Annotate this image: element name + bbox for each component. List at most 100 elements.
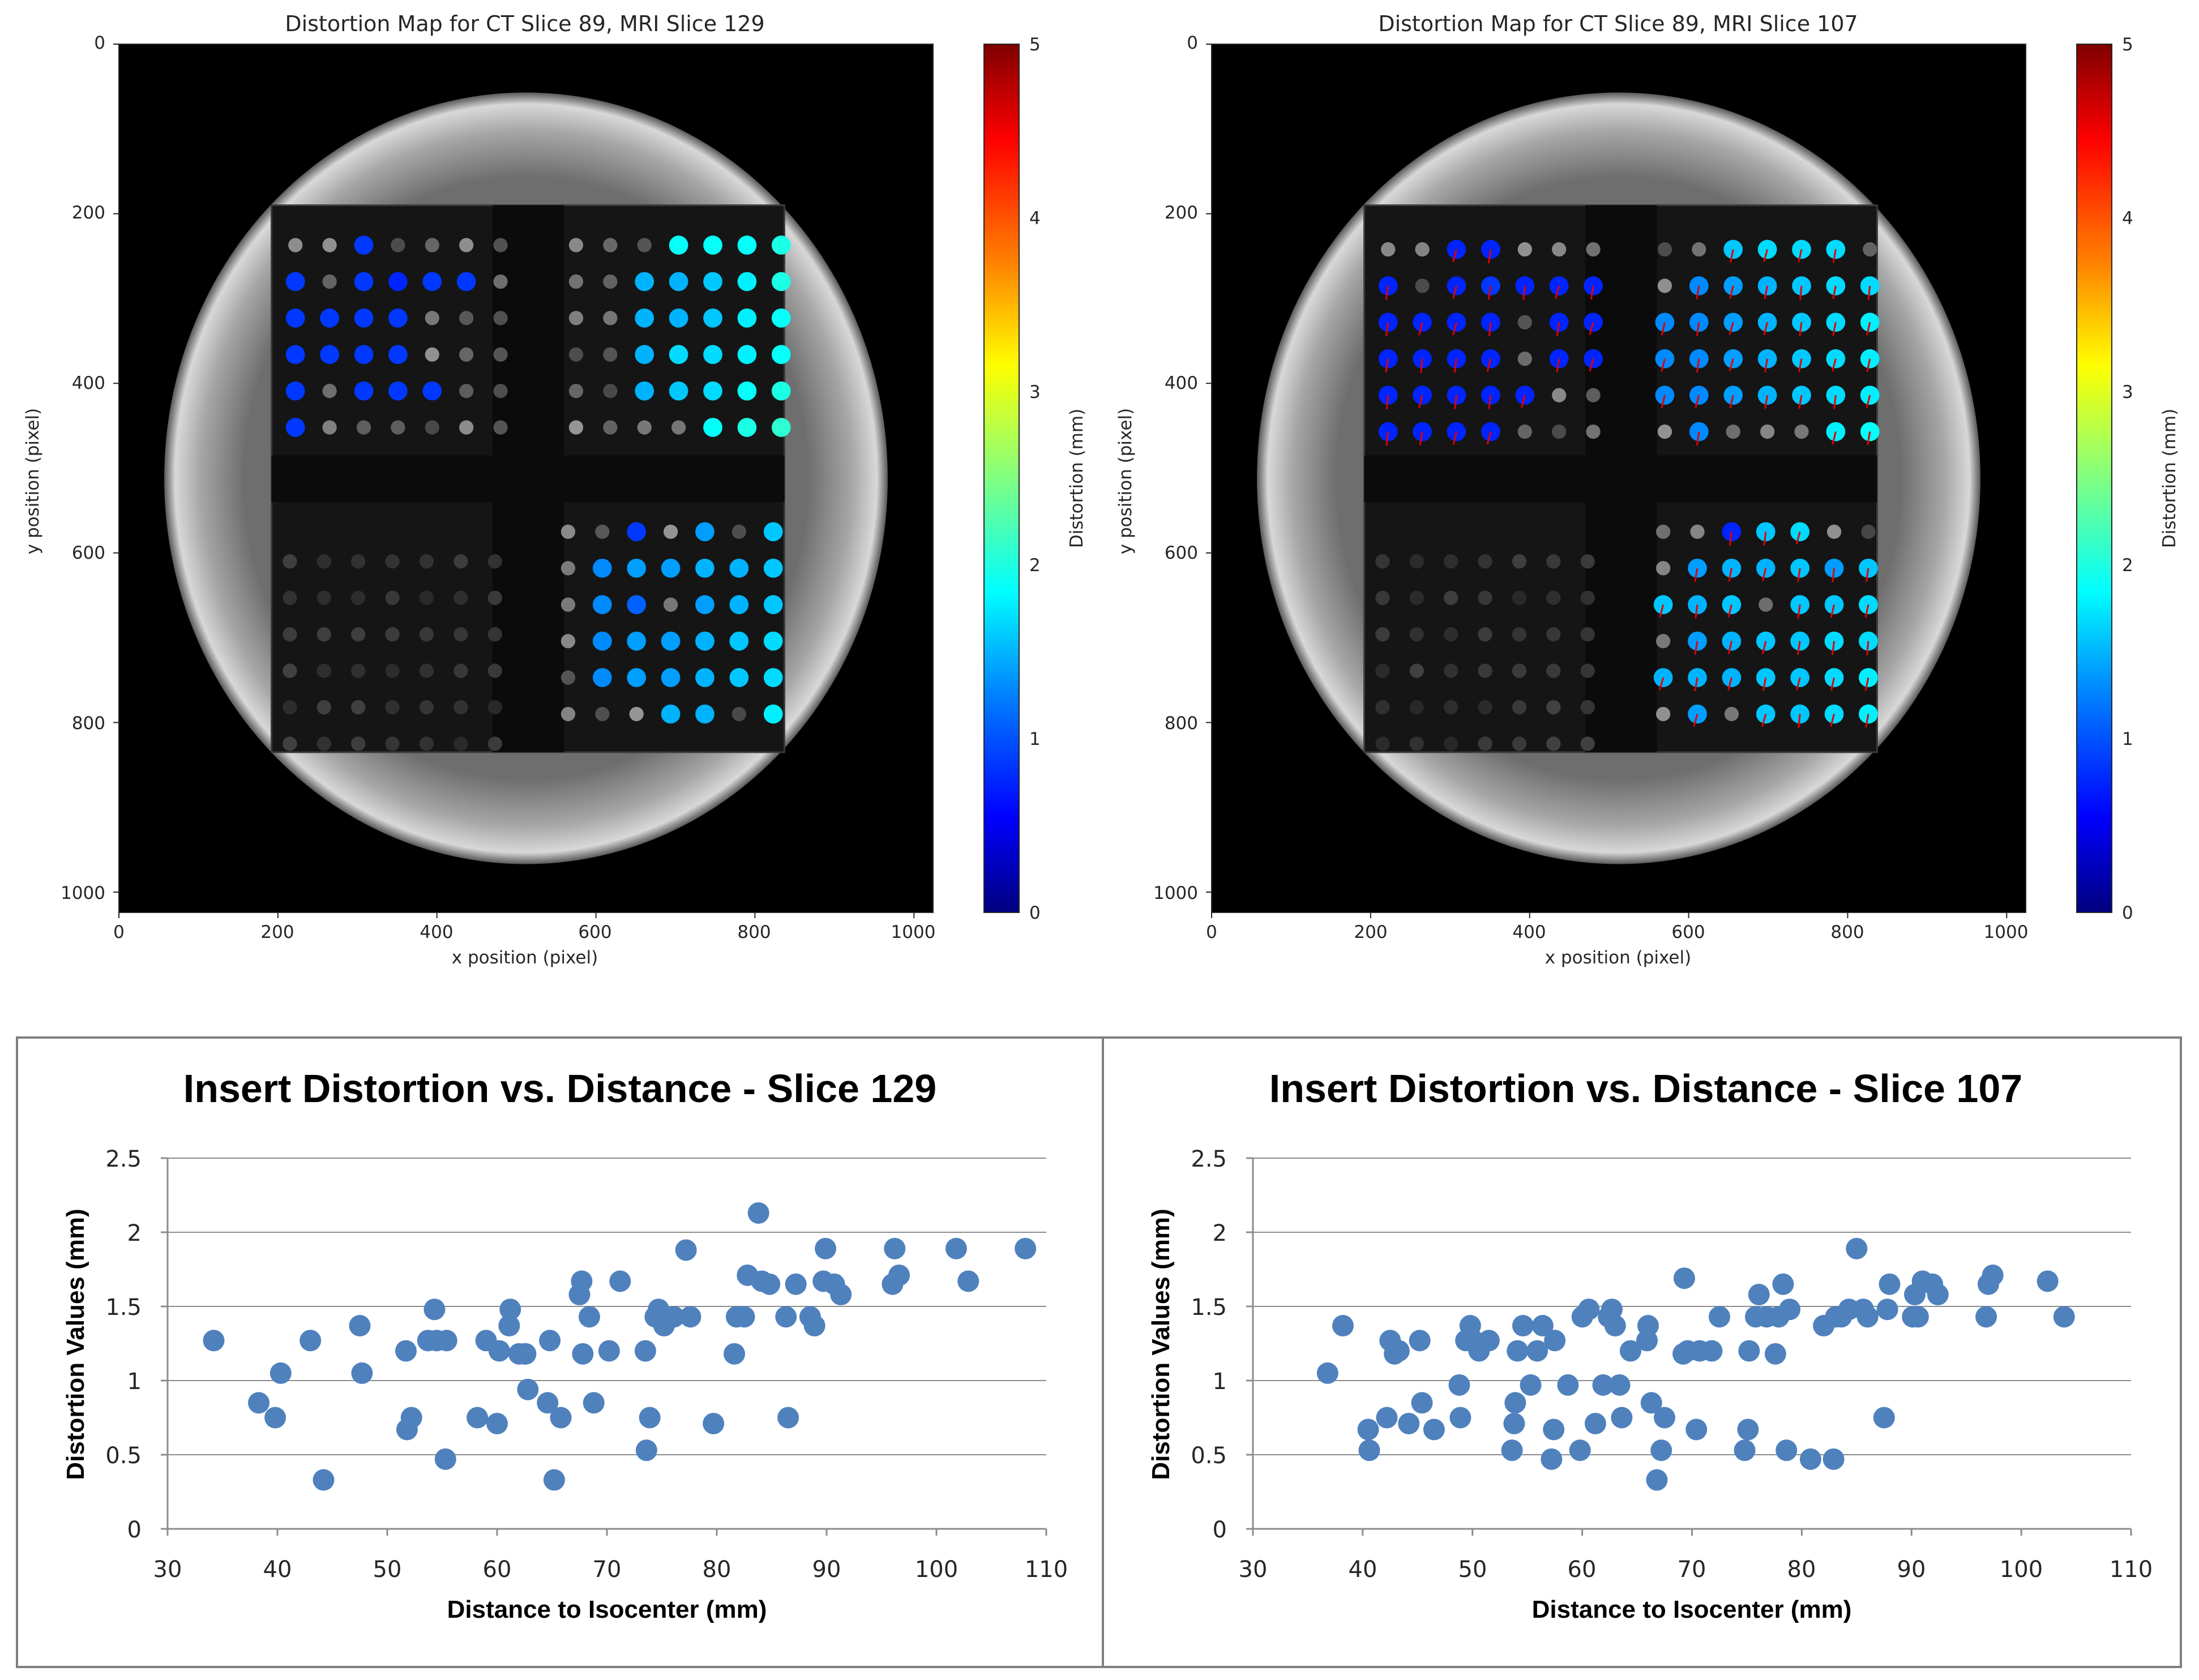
map-1-colorbar-tick: 5 [1029, 35, 1041, 55]
insert-hole [1656, 524, 1671, 539]
distortion-marker [763, 668, 783, 687]
insert-hole [731, 524, 746, 539]
data-point [663, 1306, 685, 1328]
data-point [1737, 1418, 1759, 1441]
distortion-marker [771, 308, 791, 328]
distortion-marker [354, 381, 374, 401]
insert-hole [322, 238, 337, 252]
map-2-x-tick-label: 400 [1512, 922, 1546, 942]
distortion-marker [771, 272, 791, 292]
distortion-vector [1590, 285, 1594, 300]
distortion-vector [1762, 677, 1767, 691]
distortion-marker [669, 308, 688, 328]
distortion-vector [1832, 358, 1837, 372]
distortion-marker [592, 631, 612, 651]
plate-divider-horizontal [1364, 455, 1877, 502]
map-1-colorbar-tick: 2 [1029, 555, 1041, 576]
scatter-1-x-tick-label: 70 [593, 1557, 622, 1583]
insert-hole [1381, 242, 1396, 257]
map-2-colorbar-tick: 4 [2122, 208, 2133, 229]
distortion-vector [1832, 568, 1836, 582]
insert-hole [316, 736, 331, 751]
insert-hole [419, 736, 434, 751]
insert-hole [1512, 736, 1527, 751]
distortion-vector [1659, 677, 1665, 691]
insert-hole [1517, 242, 1532, 257]
insert-hole [595, 706, 610, 722]
distortion-marker [703, 345, 722, 365]
map-axes-frame [118, 44, 934, 913]
insert-hole [283, 590, 297, 605]
data-point [1879, 1273, 1901, 1295]
distortion-vector [1385, 358, 1389, 373]
distortion-vector [1420, 358, 1423, 373]
insert-hole [1478, 663, 1492, 678]
map-1-colorbar-tick: 1 [1029, 729, 1041, 749]
data-point [1619, 1340, 1641, 1362]
insert-hole [1517, 315, 1532, 329]
distortion-marker [695, 595, 715, 615]
insert-hole [1409, 736, 1424, 751]
data-point [634, 1340, 656, 1362]
map-2-colorbar-label: Distortion (mm) [2159, 409, 2180, 548]
data-point [1531, 1315, 1554, 1337]
distortion-marker [592, 558, 612, 578]
insert-hole [1478, 736, 1492, 751]
insert-hole [283, 700, 297, 715]
insert-hole [419, 663, 434, 678]
insert-hole [1580, 663, 1595, 678]
insert-hole [316, 554, 331, 569]
insert-hole [1444, 736, 1458, 751]
insert-hole [316, 663, 331, 678]
insert-hole [351, 554, 366, 569]
distortion-marker [354, 308, 374, 328]
distortion-marker [669, 381, 688, 401]
distortion-vector [1729, 285, 1734, 299]
distortion-vector [1727, 641, 1732, 654]
insert-hole [385, 554, 400, 569]
insert-hole [322, 420, 337, 435]
data-point [1650, 1439, 1672, 1462]
distortion-marker [635, 308, 654, 328]
insert-hole [1760, 424, 1775, 439]
distortion-vector [1418, 395, 1423, 409]
distortion-vector [1661, 322, 1666, 336]
insert-hole [561, 561, 576, 576]
data-point [1708, 1306, 1730, 1328]
distortion-vector [1488, 395, 1492, 409]
data-point [313, 1469, 335, 1491]
map-1-x-axis-label: x position (pixel) [452, 948, 598, 968]
scatter-2-y-tick-label: 0.5 [1191, 1443, 1227, 1469]
map-2-colorbar-tick: 5 [2122, 35, 2133, 55]
distortion-vector [1452, 249, 1457, 263]
scatter-1-x-axis-label: Distance to Isocenter (mm) [447, 1596, 767, 1623]
data-point [498, 1315, 520, 1337]
distortion-marker [763, 704, 783, 724]
distortion-vector [1798, 714, 1801, 728]
scatter-2-title: Insert Distortion vs. Distance - Slice 1… [1269, 1066, 2022, 1111]
distortion-marker [661, 704, 681, 724]
scatter-2-y-tick-label: 1.5 [1191, 1295, 1227, 1321]
distortion-vector [1867, 431, 1871, 445]
insert-hole [385, 590, 400, 605]
scatter-2-x-tick-label: 70 [1678, 1557, 1706, 1583]
scatter-2-points [1316, 1237, 2075, 1491]
insert-hole [1546, 663, 1561, 678]
insert-hole [1517, 424, 1532, 439]
data-point [888, 1264, 910, 1286]
data-point [1557, 1374, 1579, 1396]
data-point [957, 1270, 979, 1292]
distortion-vector [1487, 249, 1492, 264]
distortion-marker [354, 272, 374, 292]
insert-hole [459, 384, 474, 398]
scatter-panel-2: Insert Distortion vs. Distance - Slice 1… [1102, 1036, 2182, 1668]
insert-hole [561, 706, 576, 722]
insert-hole [425, 347, 439, 362]
distortion-vector [1729, 395, 1734, 409]
distortion-vector [1764, 358, 1769, 372]
insert-hole [385, 736, 400, 751]
distortion-marker [669, 235, 688, 255]
distortion-vector [1696, 358, 1700, 373]
data-point [733, 1306, 755, 1328]
distortion-vector [1799, 285, 1803, 300]
